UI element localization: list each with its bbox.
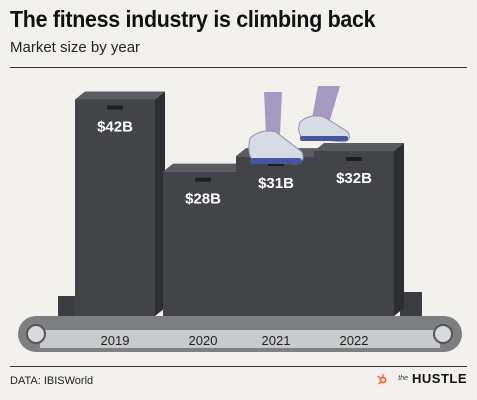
bar-top-face	[75, 91, 165, 100]
bar-value-label: $31B	[258, 175, 294, 192]
bar-handle	[195, 177, 211, 182]
treadmill-roller-right	[433, 324, 453, 344]
bottom-divider	[10, 366, 467, 367]
right-sneaker	[298, 115, 350, 143]
bar-handle	[107, 105, 123, 110]
right-leg	[312, 86, 340, 120]
bar-handle	[346, 157, 362, 162]
brand-name: HUSTLE	[412, 371, 467, 386]
bar	[314, 151, 394, 316]
bar-side-face	[155, 91, 165, 316]
left-sneaker	[248, 130, 304, 165]
sprocket-icon	[377, 373, 387, 385]
bar	[236, 156, 316, 316]
bar-top-face	[163, 163, 253, 172]
bar	[75, 99, 155, 316]
right-sneaker-sole	[300, 136, 348, 141]
sneakers-illustration	[248, 86, 350, 165]
x-tick-label: 2019	[101, 333, 130, 348]
data-source: DATA: IBISWorld	[10, 375, 94, 387]
left-sneaker-sole	[250, 158, 302, 164]
chart-subtitle: Market size by year	[10, 39, 141, 56]
bar-2022: $32B 2022	[314, 143, 404, 348]
x-tick-label: 2021	[262, 333, 291, 348]
bar-side-face	[394, 143, 404, 316]
treadmill-strip	[40, 330, 440, 348]
x-tick-label: 2022	[340, 333, 369, 348]
brand-logo: the HUSTLE	[376, 371, 467, 386]
bar-value-label: $28B	[185, 191, 221, 208]
bar-2019: $42B 2019	[75, 91, 165, 348]
top-divider	[10, 67, 467, 68]
box-shadow-right	[400, 292, 422, 316]
bar	[163, 171, 243, 316]
bar-value-label: $32B	[336, 170, 372, 187]
brand-prefix: the	[398, 375, 408, 382]
x-tick-label: 2020	[189, 333, 218, 348]
bar-top-face	[314, 143, 404, 152]
bar-value-label: $42B	[97, 118, 133, 135]
treadmill-roller-left	[26, 324, 46, 344]
chart-title: The fitness industry is climbing back	[10, 6, 376, 32]
left-leg	[264, 92, 282, 134]
